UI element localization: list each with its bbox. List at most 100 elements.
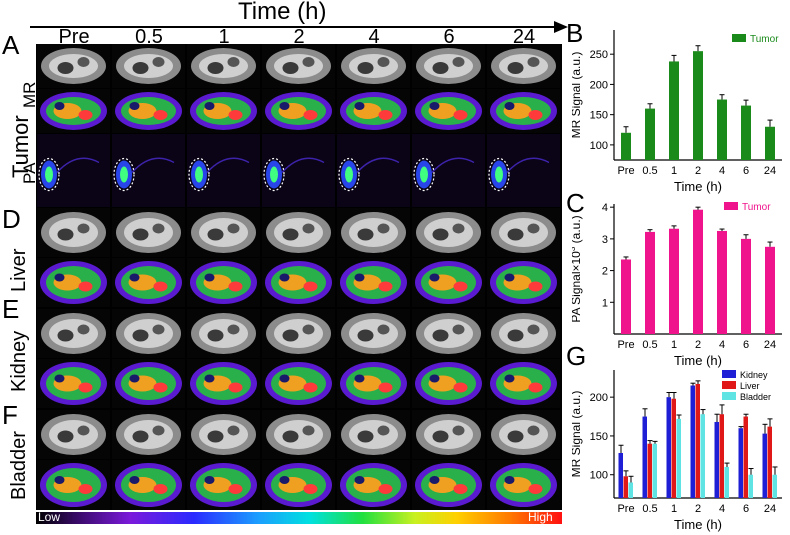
scan-tile-liver-color-4: [337, 258, 410, 307]
scan-tile-tumor-pa-5: [412, 134, 485, 207]
image-grid: [36, 44, 562, 510]
x-tick-label: 6: [743, 503, 749, 515]
bar-bladder-3: [700, 414, 705, 498]
scan-tile-kidney-gray-0: [37, 309, 110, 358]
scan-tile-liver-gray-2: [187, 208, 260, 257]
column-label-0: Pre: [58, 26, 90, 48]
bar-kidney-2: [666, 397, 671, 498]
bar-tumor-1: [645, 231, 655, 334]
x-axis-label: Time (h): [674, 517, 722, 532]
bar-kidney-1: [642, 416, 647, 498]
time-axis-title: Time (h): [238, 0, 327, 25]
scan-tile-tumor-mr-color-2: [187, 89, 260, 133]
y-tick-label: 2: [602, 266, 608, 278]
x-tick-label: 2: [695, 339, 701, 351]
x-tick-label: 0.5: [642, 503, 657, 515]
x-tick-label: 0.5: [642, 165, 657, 177]
bar-tumor-2: [669, 228, 679, 334]
bar-kidney-0: [618, 453, 623, 498]
time-axis-arrow: [30, 21, 568, 33]
scan-tile-bladder-color-3: [262, 460, 335, 510]
x-tick-label: 24: [764, 339, 776, 351]
colorbar-low-label: Low: [38, 510, 61, 524]
bar-liver-0: [623, 476, 628, 498]
legend-swatch: [722, 392, 736, 400]
y-tick-label: 100: [590, 140, 608, 152]
scan-tile-kidney-color-1: [112, 359, 185, 408]
legend-swatch: [732, 34, 746, 42]
y-tick-label: 200: [590, 392, 608, 404]
scan-tile-tumor-mr-gray-4: [337, 44, 410, 88]
row-label-bladder: Bladder: [8, 431, 30, 500]
bar-liver-1: [647, 443, 652, 498]
scan-tile-bladder-color-0: [37, 460, 110, 510]
scan-tile-bladder-gray-6: [487, 410, 560, 459]
scan-tile-bladder-color-6: [487, 460, 560, 510]
bar-kidney-5: [738, 428, 743, 498]
legend-label: Tumor: [742, 202, 771, 213]
panel-letter-e: E: [2, 294, 20, 324]
scan-tile-kidney-gray-4: [337, 309, 410, 358]
scan-tile-liver-color-5: [412, 258, 485, 307]
bar-tumor-0: [621, 259, 631, 334]
bar-kidney-6: [762, 433, 767, 498]
scan-tile-bladder-color-4: [337, 460, 410, 510]
scan-tile-kidney-color-4: [337, 359, 410, 408]
column-label-5: 6: [443, 26, 455, 48]
scan-tile-bladder-color-2: [187, 460, 260, 510]
scan-tile-tumor-mr-gray-2: [187, 44, 260, 88]
legend-label: Liver: [740, 381, 760, 391]
x-axis-label: Time (h): [674, 179, 722, 194]
scan-tile-liver-gray-3: [262, 208, 335, 257]
scan-tile-liver-gray-0: [37, 208, 110, 257]
column-label-4: 4: [368, 26, 380, 48]
bar-tumor-6: [765, 246, 775, 334]
scan-tile-bladder-gray-0: [37, 410, 110, 459]
legend-swatch: [722, 381, 736, 389]
scan-tile-tumor-pa-4: [337, 134, 410, 207]
scan-tile-tumor-mr-gray-6: [487, 44, 560, 88]
bar-liver-6: [767, 426, 772, 498]
x-tick-label: 2: [695, 503, 701, 515]
x-tick-label: 24: [764, 165, 776, 177]
y-tick-label: 4: [602, 202, 608, 214]
bar-bladder-2: [676, 418, 681, 498]
bar-liver-2: [671, 398, 676, 498]
scan-tile-tumor-mr-color-3: [262, 89, 335, 133]
x-tick-label: 24: [764, 503, 776, 515]
scan-tile-bladder-color-5: [412, 460, 485, 510]
scan-tile-liver-color-6: [487, 258, 560, 307]
scan-tile-tumor-pa-3: [262, 134, 335, 207]
row-label-kidney: Kidney: [8, 330, 30, 392]
legend-label: Bladder: [740, 392, 771, 402]
column-label-3: 2: [293, 26, 305, 48]
x-tick-label: 1: [671, 503, 677, 515]
panel-letter-d: D: [2, 204, 21, 234]
bar-bladder-6: [772, 474, 777, 498]
column-label-1: 0.5: [135, 26, 163, 48]
scan-tile-kidney-gray-1: [112, 309, 185, 358]
scan-tile-liver-color-2: [187, 258, 260, 307]
scan-tile-kidney-gray-2: [187, 309, 260, 358]
bar-tumor-6: [765, 126, 775, 160]
scan-tile-tumor-pa-6: [487, 134, 560, 207]
y-tick-label: 250: [590, 49, 608, 61]
x-tick-label: 4: [719, 339, 725, 351]
scan-tile-kidney-gray-6: [487, 309, 560, 358]
x-tick-label: 2: [695, 165, 701, 177]
x-tick-label: 0.5: [642, 339, 657, 351]
scan-tile-tumor-mr-color-0: [37, 89, 110, 133]
scan-tile-liver-color-1: [112, 258, 185, 307]
y-axis-label: MR Signal (a.u.): [572, 391, 583, 478]
x-tick-label: 6: [743, 165, 749, 177]
scan-tile-bladder-gray-4: [337, 410, 410, 459]
panel-letter-f: F: [2, 400, 18, 430]
scan-tile-tumor-mr-gray-1: [112, 44, 185, 88]
bar-tumor-3: [693, 51, 703, 160]
scan-tile-liver-color-3: [262, 258, 335, 307]
scan-tile-kidney-gray-3: [262, 309, 335, 358]
y-tick-label: 100: [590, 470, 608, 482]
